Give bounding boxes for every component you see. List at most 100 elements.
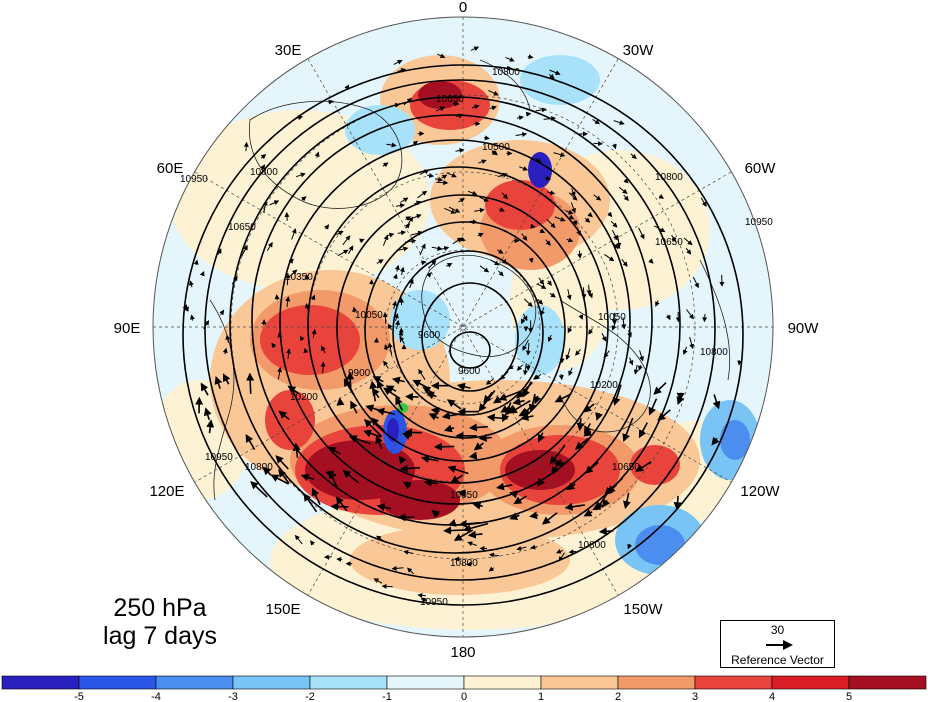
wind-vector-arrow bbox=[467, 541, 477, 547]
wind-vector-arrow bbox=[538, 277, 545, 285]
colorbar-swatch bbox=[232, 675, 311, 690]
wind-vector-arrow bbox=[576, 418, 585, 432]
wind-vector-arrow bbox=[568, 214, 575, 220]
wind-vector-arrow bbox=[446, 399, 462, 410]
wind-vector-arrow bbox=[515, 132, 528, 137]
wind-vector-arrow bbox=[327, 446, 341, 455]
wind-vector-arrow bbox=[638, 422, 649, 439]
wind-vector-arrow bbox=[347, 245, 354, 255]
wind-vector-arrow bbox=[623, 194, 629, 202]
wind-vector-arrow bbox=[568, 549, 577, 555]
wind-vector-arrow bbox=[612, 384, 622, 406]
wind-vector-arrow bbox=[270, 474, 289, 485]
wind-vector-arrow bbox=[399, 336, 405, 344]
wind-vector-arrow bbox=[260, 154, 267, 160]
wind-vector-arrow bbox=[383, 360, 389, 369]
wind-vector-arrow bbox=[588, 328, 594, 335]
wind-vector-arrow bbox=[618, 186, 628, 194]
wind-vector-arrow bbox=[189, 314, 195, 321]
wind-vector-arrow bbox=[403, 97, 413, 106]
wind-vector-arrow bbox=[522, 381, 532, 398]
wind-vector-arrow bbox=[539, 228, 546, 234]
wind-vector-arrow bbox=[545, 175, 552, 181]
wind-vector-arrow bbox=[488, 89, 499, 96]
wind-vector-arrow bbox=[653, 225, 666, 233]
wind-vector-arrow bbox=[371, 387, 380, 399]
wind-vector-arrow bbox=[395, 203, 406, 209]
wind-vector-arrow bbox=[566, 289, 572, 301]
wind-vector-arrow bbox=[436, 180, 449, 186]
wind-vector-arrow bbox=[692, 276, 699, 289]
wind-vector-arrow bbox=[399, 464, 421, 473]
wind-vector-arrow bbox=[446, 172, 457, 178]
wind-vector-arrow bbox=[622, 492, 631, 510]
wind-vector-arrow bbox=[423, 478, 438, 487]
wind-vector-arrow bbox=[535, 107, 547, 113]
colorbar-tick-label: -4 bbox=[151, 691, 161, 702]
contour-label: 10950 bbox=[420, 597, 448, 608]
wind-vector-arrow bbox=[225, 334, 231, 344]
wind-vector-arrow bbox=[505, 56, 515, 62]
reference-vector-label: Reference Vector bbox=[731, 653, 824, 667]
wind-vector-arrow bbox=[516, 545, 527, 551]
wind-vector-arrow bbox=[527, 54, 534, 60]
wind-vector-arrow bbox=[586, 284, 592, 296]
wind-vector-arrow bbox=[478, 433, 492, 442]
wind-vector-arrow bbox=[278, 410, 290, 421]
wind-vector-arrow bbox=[622, 417, 634, 442]
wind-vector-arrow bbox=[601, 332, 607, 342]
wind-vector-arrow bbox=[648, 258, 654, 264]
wind-vector-arrow bbox=[363, 418, 383, 437]
contour-label: 10950 bbox=[205, 452, 233, 463]
wind-vector-arrow bbox=[467, 190, 478, 196]
wind-vector-arrow bbox=[275, 455, 289, 470]
wind-vector-arrow bbox=[305, 303, 310, 313]
colorbar-swatch bbox=[309, 675, 388, 690]
wind-vector-arrow bbox=[421, 260, 427, 266]
wind-vector-arrow bbox=[474, 207, 485, 213]
wind-vector-arrow bbox=[335, 496, 348, 512]
wind-vector-arrow bbox=[497, 270, 504, 277]
wind-vector-arrow bbox=[386, 142, 397, 148]
wind-vector-arrow bbox=[506, 404, 515, 416]
wind-vector-arrow bbox=[431, 509, 441, 519]
wind-vector-arrow bbox=[525, 342, 531, 356]
wind-vector-arrow bbox=[458, 519, 480, 528]
wind-vector-arrow bbox=[391, 376, 405, 385]
wind-vector-arrow bbox=[262, 466, 272, 476]
wind-vector-arrow bbox=[522, 363, 528, 376]
wind-vector-arrow bbox=[214, 375, 223, 389]
wind-vector-arrow bbox=[337, 249, 349, 257]
wind-vector-arrow bbox=[581, 287, 587, 300]
wind-vector-arrow bbox=[447, 465, 469, 475]
wind-vector-arrow bbox=[405, 238, 417, 244]
wind-vector-arrow bbox=[457, 489, 466, 498]
contour-label-group: 10800 10650 10500 10800 10650 10350 1020… bbox=[180, 67, 773, 608]
wind-vector-arrow bbox=[490, 259, 500, 266]
wind-vector-arrow bbox=[231, 275, 238, 285]
wind-vector-arrow bbox=[522, 313, 528, 322]
colorbar: -5 -4 -3 -2 -1 0 1 2 3 4 5 bbox=[1, 675, 927, 702]
wind-vector-arrow bbox=[250, 481, 268, 498]
wind-vector-arrow bbox=[686, 309, 694, 320]
wind-vector-arrow bbox=[343, 378, 354, 395]
wind-vector-arrow bbox=[383, 387, 401, 400]
wind-vector-arrow bbox=[399, 266, 405, 276]
wind-vector-arrow bbox=[314, 151, 320, 158]
wind-vector-arrow bbox=[446, 263, 453, 268]
wind-vector-arrow bbox=[578, 314, 584, 320]
wind-vector-arrow bbox=[535, 158, 542, 164]
wind-vector-arrow bbox=[262, 200, 268, 213]
wind-vector-arrow bbox=[435, 106, 446, 112]
colorbar-tick-label: 4 bbox=[769, 691, 775, 702]
wind-vector-arrow bbox=[393, 60, 403, 65]
wind-vector-arrow bbox=[546, 280, 552, 287]
wind-vector-arrow bbox=[420, 455, 439, 463]
wind-vector-arrow bbox=[246, 372, 255, 394]
lon-label-60w: 60W bbox=[745, 160, 777, 177]
contour-label: 10800 bbox=[700, 347, 728, 358]
wind-vector-arrow bbox=[395, 246, 409, 252]
wind-vector-arrow bbox=[554, 216, 566, 222]
wind-vector-arrow bbox=[467, 530, 483, 539]
wind-vector-arrow bbox=[532, 374, 539, 380]
